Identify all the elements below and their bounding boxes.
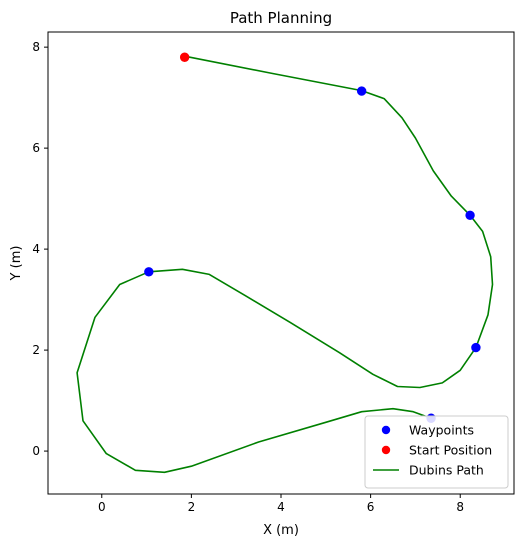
dubins-path-line: [76, 55, 494, 474]
y-axis: 0 2 4 6 8: [32, 40, 48, 458]
y-tick-label: 4: [32, 242, 40, 256]
y-axis-label: Y (m): [9, 246, 24, 282]
legend-label-waypoints: Waypoints: [409, 423, 474, 438]
x-axis-label: X (m): [263, 523, 299, 538]
x-tick-label: 2: [188, 500, 196, 514]
x-tick-label: 6: [367, 500, 375, 514]
x-tick-label: 0: [98, 500, 106, 514]
y-tick-label: 6: [32, 141, 40, 155]
y-tick-label: 8: [32, 40, 40, 54]
waypoints-point: [471, 342, 481, 353]
legend-swatch-waypoints: [381, 425, 391, 435]
x-tick-label: 8: [456, 500, 464, 514]
x-axis: 0 2 4 6 8: [98, 494, 464, 514]
x-tick-label: 4: [277, 500, 285, 514]
legend-swatch-start-position: [381, 445, 391, 455]
waypoints-point: [144, 267, 154, 277]
y-tick-label: 2: [32, 343, 40, 357]
start-position-point: [179, 52, 190, 62]
chart-title: Path Planning: [230, 9, 332, 27]
legend-label-start-position: Start Position: [409, 443, 492, 458]
waypoints-point: [356, 86, 367, 96]
chart-legend: Waypoints Start Position Dubins Path: [364, 415, 509, 489]
waypoints-point: [465, 210, 475, 220]
legend-frame: [364, 415, 509, 489]
y-tick-label: 0: [32, 444, 40, 458]
legend-label-dubins-path: Dubins Path: [409, 463, 484, 478]
